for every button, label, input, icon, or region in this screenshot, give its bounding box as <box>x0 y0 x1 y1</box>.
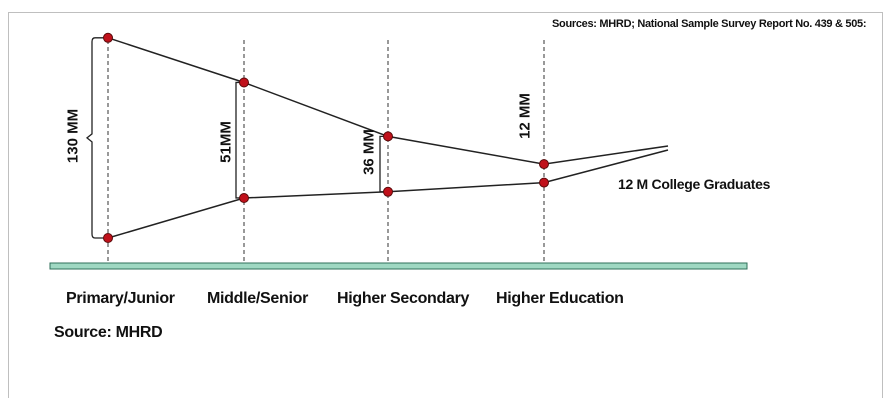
dot-bottom-primary <box>103 233 113 243</box>
bracket-higher-secondary <box>379 135 386 193</box>
value-label-higher-secondary: 36 MM <box>360 129 378 175</box>
stage-label-higher-education: Higher Education <box>496 290 624 307</box>
frame-border <box>8 12 883 398</box>
bracket-middle <box>235 81 242 199</box>
dot-top-higher-secondary <box>383 131 393 142</box>
stage-label-primary: Primary/Junior <box>66 290 175 307</box>
sources-note: Sources: MHRD; National Sample Survey Re… <box>552 18 867 30</box>
dot-top-middle <box>239 77 249 88</box>
stage-label-higher-secondary: Higher Secondary <box>337 290 470 307</box>
end-caption: 12 M College Graduates <box>618 176 771 192</box>
value-label-middle: 51MM <box>217 121 235 163</box>
funnel-layer <box>49 32 748 270</box>
value-label-primary: 130 MM <box>64 108 82 164</box>
base-bar <box>49 262 748 270</box>
dot-bottom-higher-secondary <box>383 186 393 197</box>
stage-label-middle: Middle/Senior <box>207 290 308 307</box>
value-label-higher-education: 12 MM <box>516 93 534 139</box>
bracket-primary <box>85 37 106 239</box>
dot-top-primary <box>103 32 113 43</box>
source-footer: Source: MHRD <box>54 324 163 341</box>
dot-bottom-higher-education <box>539 177 549 188</box>
dot-top-higher-education <box>539 159 549 170</box>
dot-bottom-middle <box>239 193 249 203</box>
